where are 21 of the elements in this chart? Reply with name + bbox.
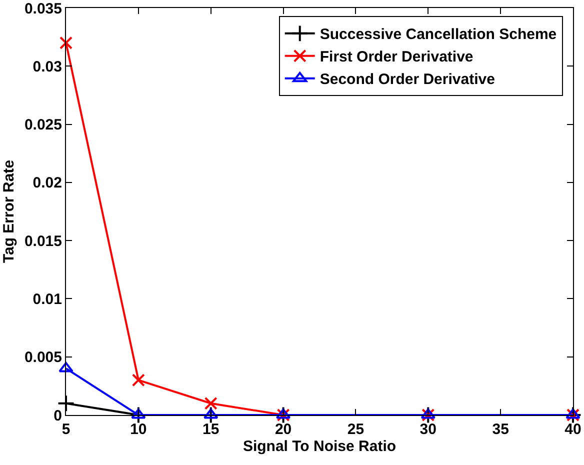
legend-label: Successive Cancellation Scheme [320,26,557,44]
legend-label: First Order Derivative [320,48,474,66]
x-tick-label: 15 [202,421,220,438]
y-tick-label: 0.02 [32,174,62,192]
y-tick-label: 0.03 [32,58,62,76]
y-tick-label: 0.025 [24,116,62,134]
y-tick-label: 0.035 [24,0,62,18]
x-tick-label: 40 [564,421,582,438]
y-tick-label: 0.015 [24,232,62,250]
x-tick-label: 35 [492,421,509,438]
y-tick-label: 0 [54,407,62,424]
x-tick-label: 10 [130,421,147,438]
y-tick-label: 0.01 [32,290,62,308]
y-axis-title: Tag Error Rate [0,160,18,264]
x-tick-label: 25 [347,421,364,438]
x-tick-label: 5 [62,421,70,438]
x-axis-title: Signal To Noise Ratio [242,438,396,455]
y-tick-label: 0.005 [24,349,62,366]
x-tick-label: 20 [274,421,292,438]
legend-label: Second Order Derivative [320,71,495,88]
x-tick-label: 30 [420,421,436,438]
